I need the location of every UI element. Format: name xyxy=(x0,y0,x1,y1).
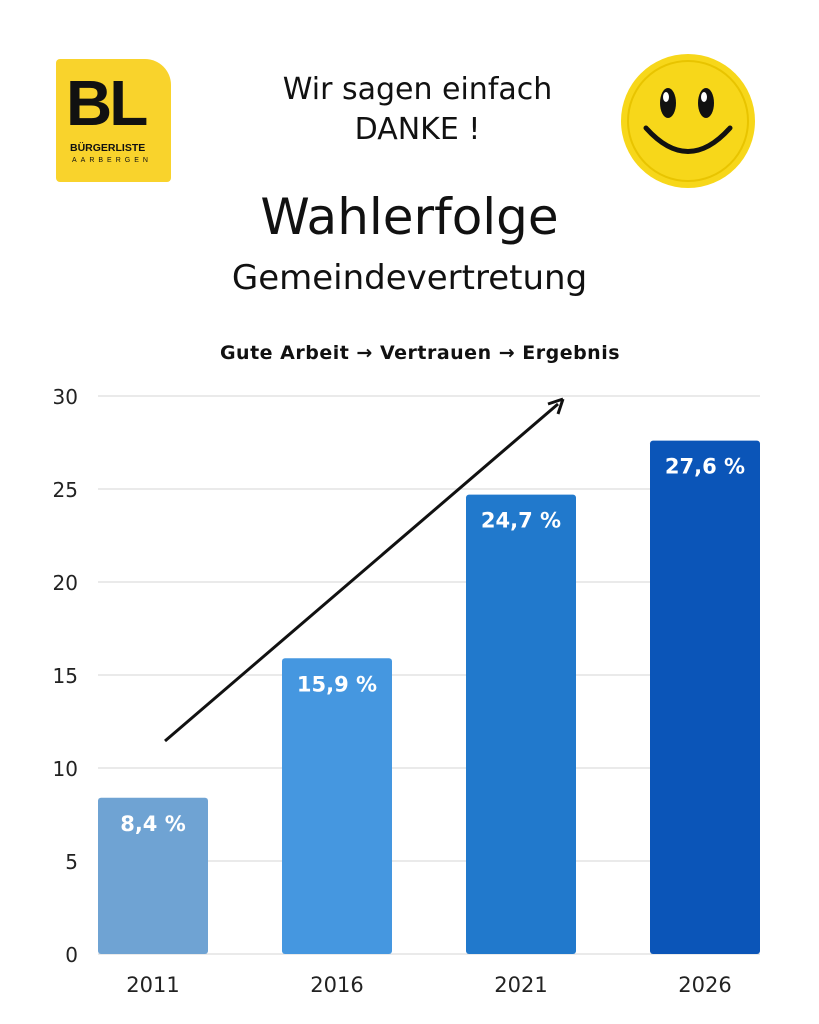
y-tick-label: 0 xyxy=(65,943,78,967)
bar-2016 xyxy=(282,658,392,954)
logo-name: BÜRGERLISTE xyxy=(70,142,146,154)
page-subtitle: Gemeindevertretung xyxy=(231,258,588,298)
data-label: 15,9 % xyxy=(297,672,377,696)
thanks-line1: Wir sagen einfach xyxy=(282,72,553,107)
buergerliste-logo: BL BÜRGERLISTE AARBERGEN xyxy=(56,59,171,182)
chart-title: Gute Arbeit → Vertrauen → Ergebnis xyxy=(219,342,621,364)
smiley-face-icon xyxy=(621,54,755,188)
page-title: Wahlerfolge xyxy=(260,188,559,246)
data-label: 27,6 % xyxy=(665,455,745,479)
trend-arrow xyxy=(164,397,565,743)
thanks-message: Wir sagen einfach DANKE ! xyxy=(220,70,615,150)
y-tick-label: 25 xyxy=(53,478,78,502)
y-tick-label: 30 xyxy=(53,385,78,409)
y-tick-label: 20 xyxy=(53,571,78,595)
logo-place: AARBERGEN xyxy=(72,157,152,164)
x-tick-label: 2021 xyxy=(494,973,547,997)
x-tick-label: 2026 xyxy=(678,973,731,997)
data-label: 24,7 % xyxy=(481,509,561,533)
bar-2021 xyxy=(466,494,576,954)
y-tick-label: 5 xyxy=(65,850,78,874)
logo-initials: BL xyxy=(66,67,148,139)
data-label: 8,4 % xyxy=(120,812,186,836)
bar-2026 xyxy=(650,440,760,954)
x-tick-label: 2011 xyxy=(126,973,179,997)
x-tick-label: 2016 xyxy=(310,973,363,997)
bar-2011 xyxy=(98,797,208,954)
thanks-line2: DANKE ! xyxy=(354,112,481,147)
y-tick-label: 15 xyxy=(53,664,78,688)
y-tick-label: 10 xyxy=(53,757,78,781)
